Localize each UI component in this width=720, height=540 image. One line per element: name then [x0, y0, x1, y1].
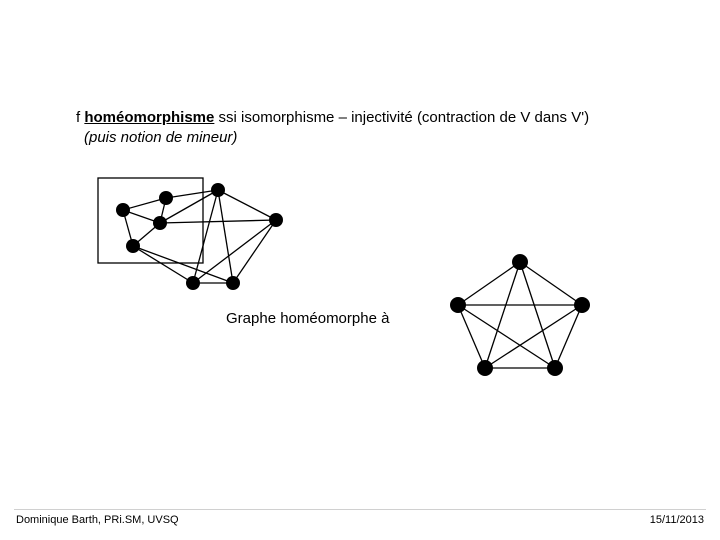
graph-node	[512, 254, 528, 270]
def-term: homéomorphisme	[84, 109, 214, 126]
graph-edge	[233, 220, 276, 283]
graph-edge	[193, 220, 276, 283]
graph-edge	[458, 305, 555, 368]
graph-node	[226, 276, 240, 290]
graph-node	[211, 183, 225, 197]
graph-node	[547, 360, 563, 376]
graph-node	[186, 276, 200, 290]
graph-node	[450, 297, 466, 313]
graph-right	[440, 250, 600, 390]
graph-edge	[485, 305, 582, 368]
graph-edge	[160, 220, 276, 223]
graph-edge	[520, 262, 582, 305]
graph-edge	[218, 190, 233, 283]
graph-node	[269, 213, 283, 227]
graph-node	[159, 191, 173, 205]
footer-date: 15/11/2013	[650, 514, 704, 526]
def-suffix: ssi isomorphisme – injectivité (contract…	[214, 109, 589, 126]
graph-node	[153, 216, 167, 230]
graph-edge	[218, 190, 276, 220]
graph-edge	[520, 262, 555, 368]
footer-author: Dominique Barth, PRi.SM, UVSQ	[16, 514, 179, 526]
footer-divider	[14, 509, 706, 510]
definition-line-2: (puis notion de mineur)	[84, 128, 237, 148]
graph-node	[126, 239, 140, 253]
graph-edge	[458, 262, 520, 305]
graph-left	[98, 168, 308, 318]
graph-node	[477, 360, 493, 376]
caption-label: Graphe homéomorphe à	[226, 310, 389, 327]
graph-edge	[485, 262, 520, 368]
graph-node	[116, 203, 130, 217]
contraction-box	[98, 178, 203, 263]
graph-node	[574, 297, 590, 313]
definition-line-1: f homéomorphisme ssi isomorphisme – inje…	[76, 108, 589, 128]
